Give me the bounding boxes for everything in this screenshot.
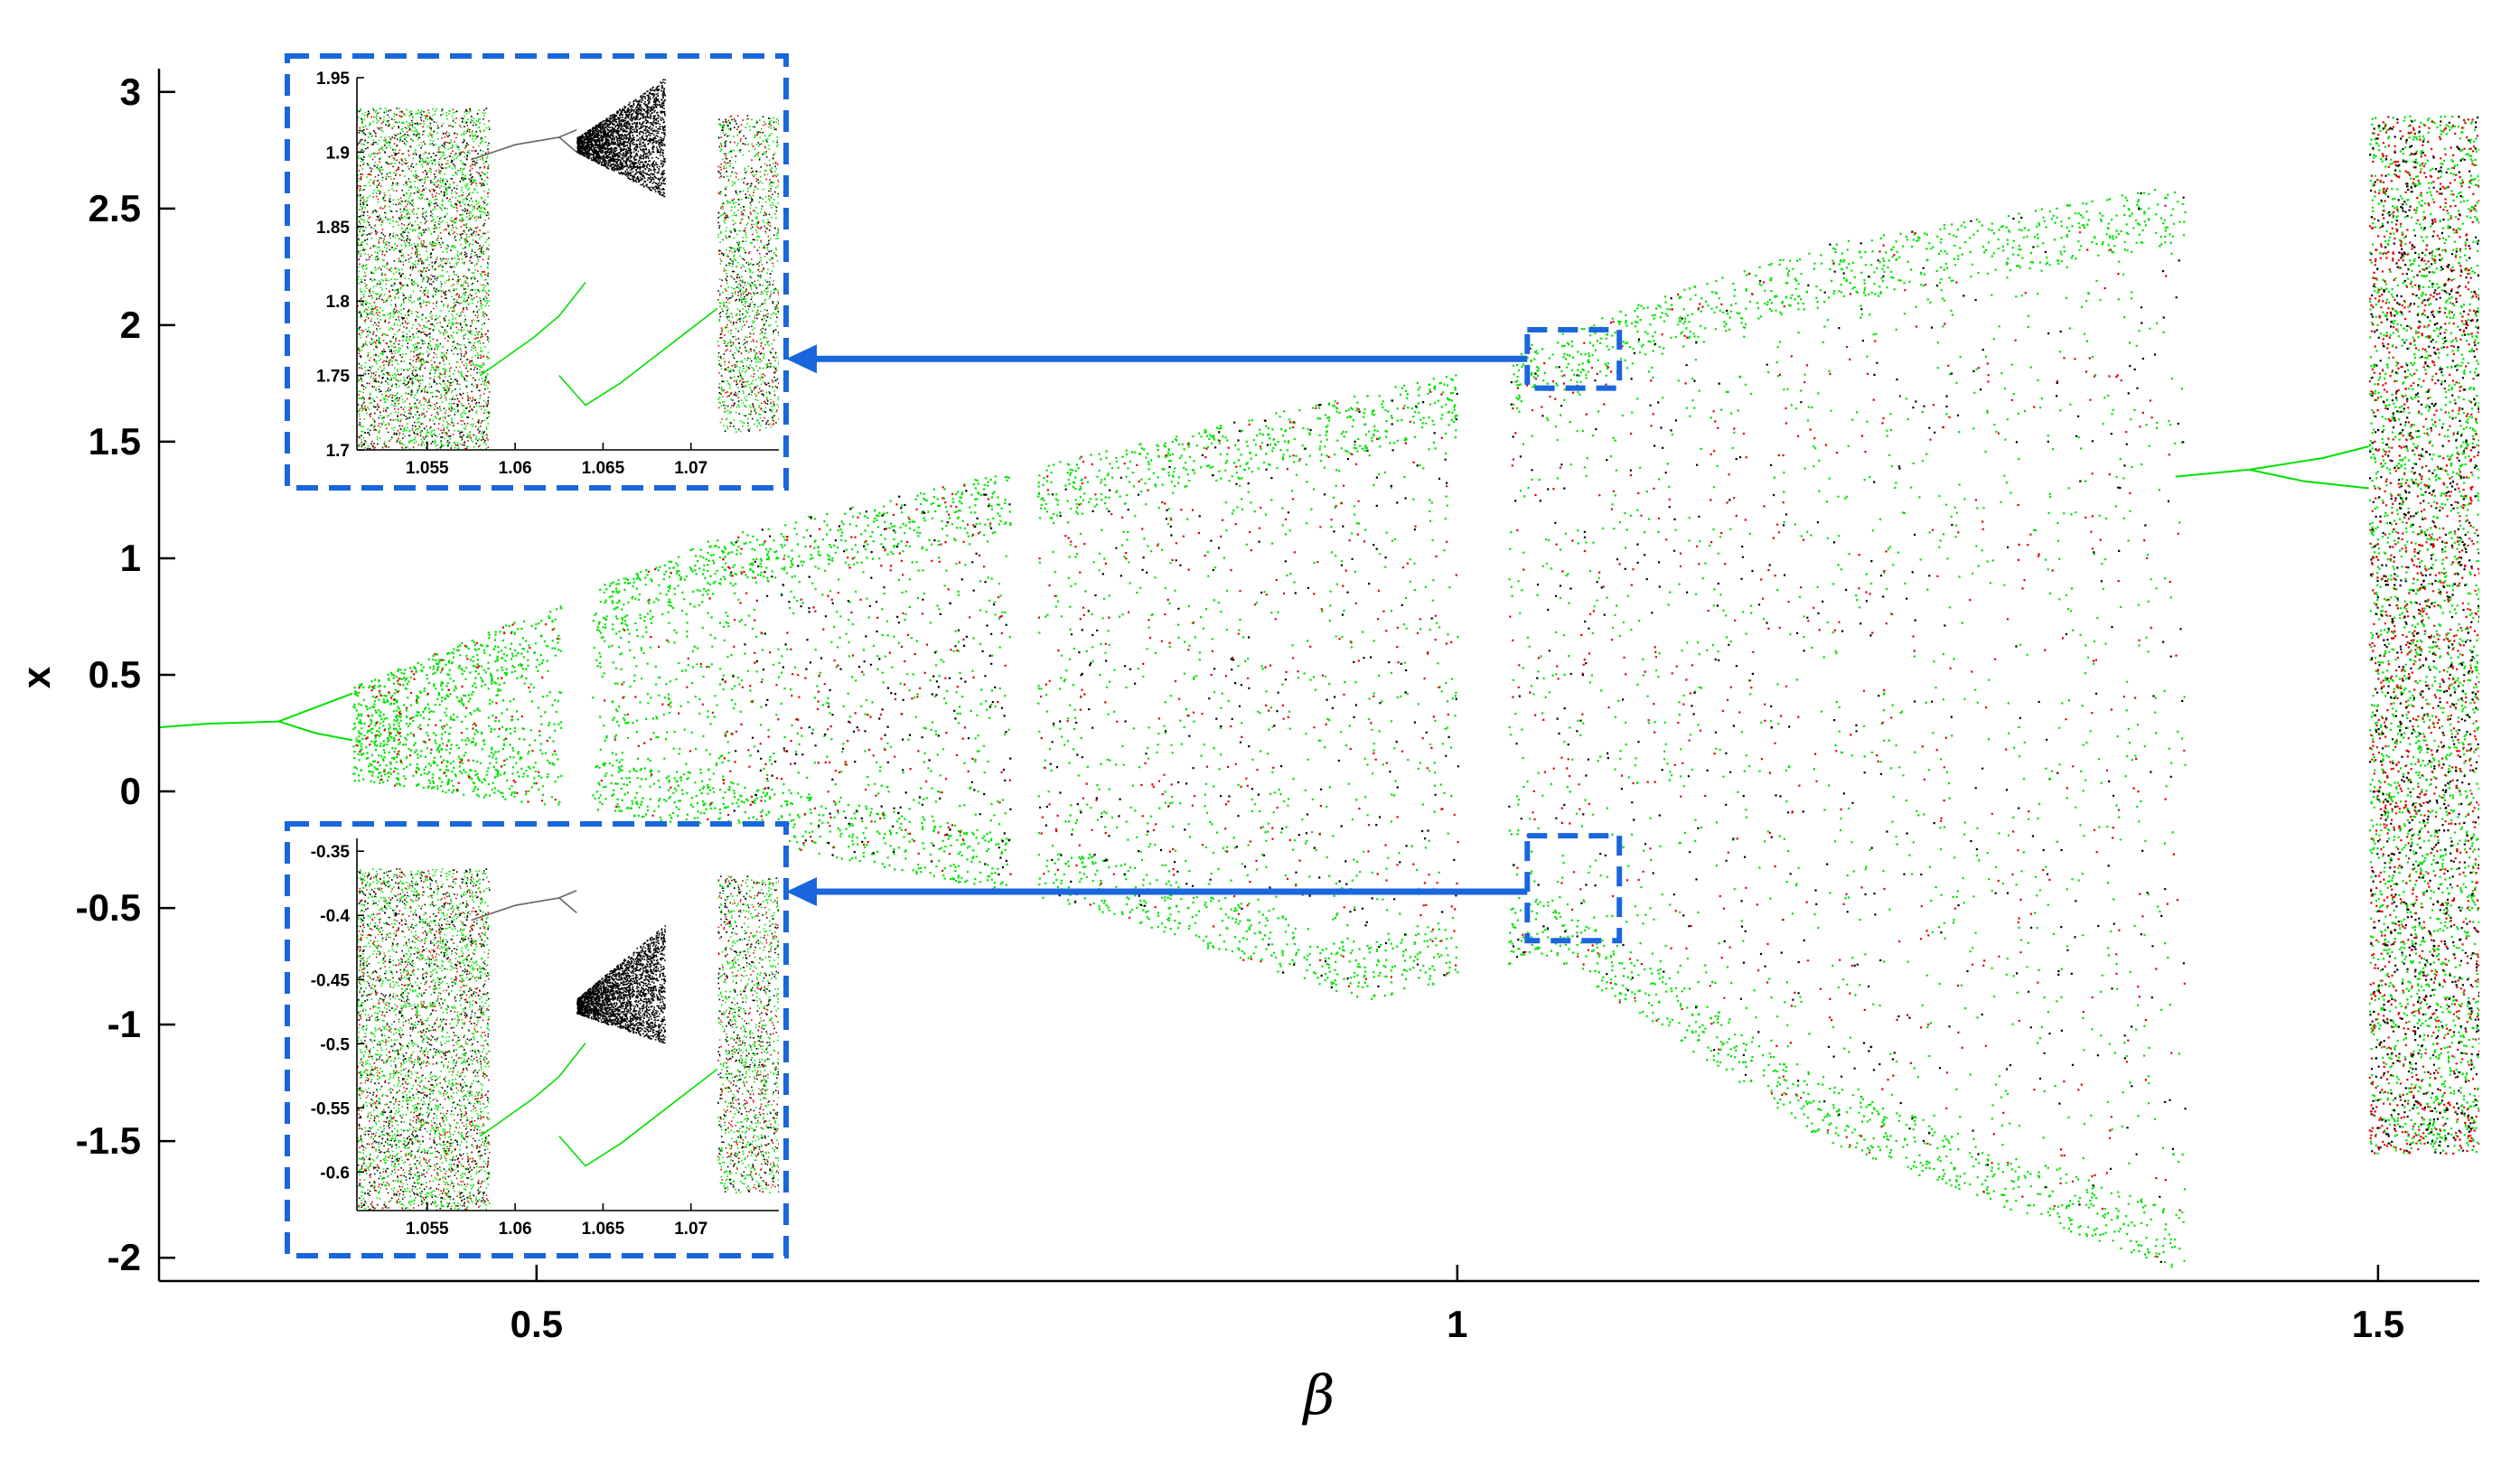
x-tick-label: 1 — [1447, 1303, 1467, 1345]
lower-inset-y-tick-label: -0.5 — [320, 1035, 350, 1054]
upper-inset-x-tick-label: 1.065 — [582, 459, 625, 478]
lower-inset-y-tick-label: -0.45 — [311, 971, 351, 990]
lower-inset-x-tick-label: 1.06 — [499, 1220, 532, 1239]
y-tick-label: 2 — [120, 304, 141, 346]
upper-inset-y-tick-label: 1.75 — [316, 368, 350, 387]
lower-inset-x-tick-label: 1.065 — [582, 1220, 625, 1239]
upper-inset-y-tick-label: 1.8 — [326, 293, 350, 312]
y-tick-label: 0 — [120, 770, 141, 812]
y-tick-label: 1 — [120, 537, 141, 579]
upper-inset-y-tick-label: 1.95 — [316, 70, 350, 89]
x-axis-label: β — [1302, 1364, 1335, 1427]
lower-inset-y-tick-label: -0.35 — [311, 843, 351, 862]
lower-inset-frame — [287, 824, 786, 1256]
y-tick-label: 2.5 — [89, 187, 141, 229]
y-tick-label: 3 — [120, 70, 141, 113]
lower-inset-y-tick-label: -0.6 — [320, 1164, 350, 1183]
x-tick-label: 1.5 — [2352, 1303, 2404, 1345]
y-tick-label: -2 — [108, 1236, 141, 1278]
y-tick-label: -1.5 — [76, 1119, 141, 1162]
lower-inset-y-tick-label: -0.55 — [311, 1099, 351, 1118]
y-tick-label: 0.5 — [89, 653, 141, 696]
upper-inset-x-tick-label: 1.055 — [406, 459, 449, 478]
lower-inset-x-tick-label: 1.055 — [406, 1220, 449, 1239]
upper-inset: 1.95 1.9 1.85 1.8 1.75 1.7 1.055 1.06 1.065 1.07 — [287, 56, 786, 488]
upper-inset-x-tick-label: 1.06 — [499, 459, 532, 478]
lower-inset-x-tick-label: 1.07 — [674, 1220, 707, 1239]
upper-inset-y-tick-label: 1.85 — [316, 219, 350, 238]
y-tick-label: -1 — [108, 1003, 141, 1045]
y-tick-label: -0.5 — [76, 886, 141, 929]
lower-inset-y-tick-label: -0.4 — [320, 907, 350, 926]
upper-inset-y-tick-label: 1.9 — [326, 144, 350, 163]
x-tick-label: 0.5 — [511, 1303, 563, 1345]
lower-inset: -0.35 -0.4 -0.45 -0.5 -0.55 -0.6 1.055 1.06 1.06… — [287, 824, 786, 1256]
upper-inset-x-tick-label: 1.07 — [674, 459, 707, 478]
upper-inset-y-tick-label: 1.7 — [326, 442, 350, 461]
y-tick-label: 1.5 — [89, 420, 141, 463]
y-axis-label: x — [14, 666, 59, 688]
